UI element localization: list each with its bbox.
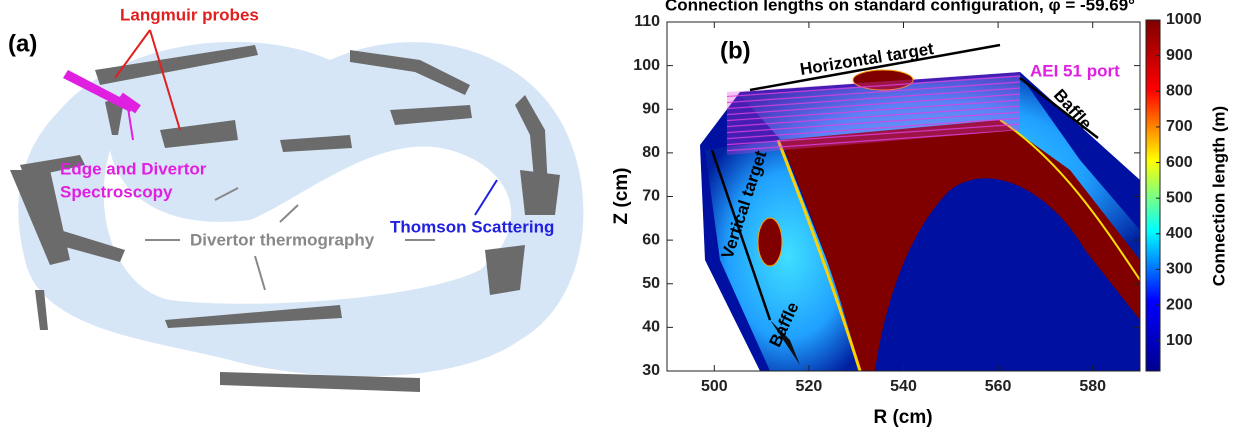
y-tick-label: 50: [642, 275, 660, 292]
y-tick-label: 80: [642, 144, 660, 161]
colorbar-label: Connection length (m): [1209, 106, 1228, 286]
annotation: Spectroscopy: [60, 182, 173, 201]
colorbar-tick-label: 600: [1166, 154, 1193, 171]
y-tick-label: 40: [642, 319, 660, 336]
panel-label: (a): [8, 30, 37, 57]
colorbar-tick-label: 1000: [1166, 11, 1202, 28]
y-tick-label: 60: [642, 231, 660, 248]
plasma-torus: [18, 41, 584, 377]
y-tick-label: 90: [642, 100, 660, 117]
x-axis-label: R (cm): [873, 407, 932, 428]
colorbar-tick-label: 500: [1166, 189, 1193, 206]
colorbar-tick-label: 900: [1166, 47, 1193, 64]
arrows: [145, 187, 435, 291]
heatmap: [700, 69, 1140, 371]
y-tick-label: 30: [642, 362, 660, 379]
colorbar-tick-label: 800: [1166, 82, 1193, 99]
y-tick-label: 110: [634, 13, 660, 30]
colorbar-tick-label: 200: [1166, 296, 1193, 313]
divertor-modules: [10, 45, 560, 392]
annotation: Edge and Divertor: [60, 159, 207, 178]
annotation: Langmuir probes: [120, 5, 259, 24]
x-tick-label: 540: [890, 378, 917, 395]
y-axis-label: Z (cm): [611, 168, 632, 225]
annotation: Thomson Scattering: [390, 217, 554, 236]
colorbar: [1145, 19, 1161, 372]
panel-b: Connection lengths on standard configura…: [611, 0, 1228, 428]
x-tick-label: 580: [1079, 378, 1106, 395]
colorbar-tick-label: 700: [1166, 118, 1193, 135]
annotation: AEI 51 port: [1030, 61, 1120, 80]
colorbar-tick-label: 100: [1166, 332, 1193, 349]
panel-label: (b): [720, 37, 751, 64]
x-tick-label: 500: [701, 378, 728, 395]
panel-a: (a) Langmuir probes Edge and Divertor Sp…: [8, 5, 584, 392]
y-tick-label: 100: [633, 57, 660, 74]
colorbar-tick-label: 300: [1166, 261, 1193, 278]
chart-title: Connection lengths on standard configura…: [665, 0, 1135, 14]
y-tick-label: 70: [642, 188, 660, 205]
x-tick-label: 560: [985, 378, 1012, 395]
annotation: Divertor thermography: [190, 230, 375, 249]
x-tick-label: 520: [796, 378, 823, 395]
colorbar-tick-label: 400: [1166, 225, 1193, 242]
